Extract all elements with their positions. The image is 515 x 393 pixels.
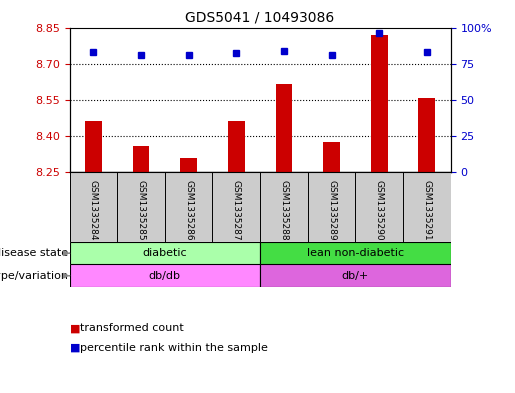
Text: GSM1335284: GSM1335284 bbox=[89, 180, 98, 241]
Text: GSM1335291: GSM1335291 bbox=[422, 180, 431, 241]
Text: diabetic: diabetic bbox=[143, 248, 187, 258]
Text: percentile rank within the sample: percentile rank within the sample bbox=[80, 343, 268, 353]
Text: GSM1335286: GSM1335286 bbox=[184, 180, 193, 241]
Text: transformed count: transformed count bbox=[80, 323, 183, 333]
Text: GSM1335289: GSM1335289 bbox=[327, 180, 336, 241]
Text: ■: ■ bbox=[70, 323, 80, 333]
Bar bbox=[323, 141, 340, 172]
Text: db/db: db/db bbox=[149, 271, 181, 281]
Bar bbox=[260, 264, 451, 287]
Text: db/+: db/+ bbox=[342, 271, 369, 281]
Text: genotype/variation: genotype/variation bbox=[0, 271, 68, 281]
Bar bbox=[85, 121, 101, 172]
Text: lean non-diabetic: lean non-diabetic bbox=[307, 248, 404, 258]
Text: GSM1335285: GSM1335285 bbox=[136, 180, 145, 241]
Bar bbox=[260, 242, 451, 264]
Bar bbox=[133, 146, 149, 172]
Text: GSM1335290: GSM1335290 bbox=[375, 180, 384, 241]
Bar bbox=[276, 84, 292, 172]
Text: ■: ■ bbox=[70, 343, 80, 353]
Title: GDS5041 / 10493086: GDS5041 / 10493086 bbox=[185, 11, 335, 25]
Bar bbox=[419, 98, 435, 172]
Text: GSM1335287: GSM1335287 bbox=[232, 180, 241, 241]
Bar bbox=[70, 242, 260, 264]
Bar bbox=[70, 264, 260, 287]
Bar bbox=[228, 121, 245, 172]
Text: disease state: disease state bbox=[0, 248, 68, 258]
Text: GSM1335288: GSM1335288 bbox=[280, 180, 288, 241]
Bar bbox=[180, 158, 197, 172]
Bar bbox=[371, 35, 387, 172]
